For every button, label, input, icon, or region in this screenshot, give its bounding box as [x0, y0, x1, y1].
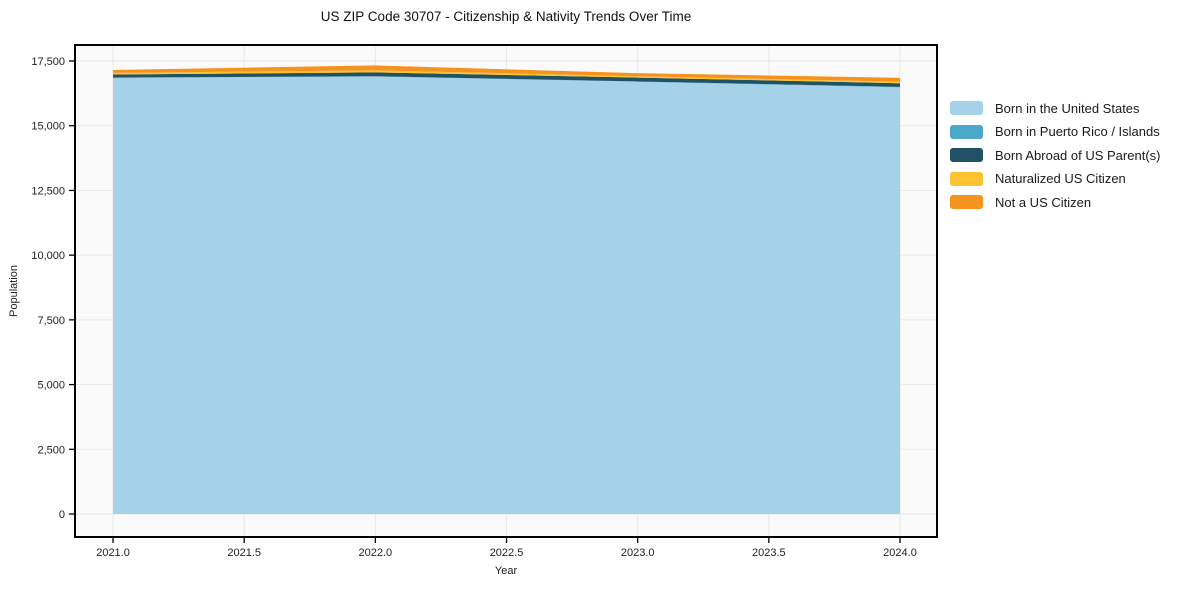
area-series	[113, 72, 901, 87]
y-tick-label: 17,500	[31, 56, 65, 68]
x-tick-label: 2024.0	[883, 547, 917, 559]
chart-legend: Born in the United States Born in Puerto …	[950, 101, 1161, 210]
legend-label: Born Abroad of US Parent(s)	[995, 147, 1161, 163]
legend-item: Not a US Citizen	[950, 195, 1160, 210]
legend-label: Not a US Citizen	[995, 194, 1092, 210]
x-tick-label: 2021.5	[227, 547, 261, 559]
y-tick-label: 12,500	[31, 185, 65, 197]
legend-item: Born in the United States	[950, 101, 1160, 116]
legend-swatch-icon	[950, 101, 983, 116]
x-tick-label: 2022.0	[359, 547, 393, 559]
y-tick-label: 7,500	[37, 315, 65, 327]
y-tick-label: 0	[59, 509, 65, 521]
area-series	[113, 76, 901, 515]
legend-swatch-icon	[950, 195, 983, 210]
area-series	[113, 76, 901, 88]
area-series	[113, 65, 901, 82]
y-tick-label: 5,000	[37, 380, 65, 392]
chart-title: US ZIP Code 30707 - Citizenship & Nativi…	[320, 9, 692, 24]
legend-label: Born in Puerto Rico / Islands	[995, 124, 1160, 140]
x-tick-label: 2023.5	[752, 547, 786, 559]
y-tick-label: 2,500	[37, 444, 65, 456]
legend-label: Naturalized US Citizen	[995, 171, 1126, 187]
y-tick-label: 15,000	[31, 121, 65, 133]
legend-swatch-icon	[950, 148, 983, 163]
legend-item: Born Abroad of US Parent(s)	[950, 148, 1160, 163]
x-tick-label: 2022.5	[490, 547, 524, 559]
legend-item: Naturalized US Citizen	[950, 171, 1160, 187]
x-axis-title: Year	[494, 565, 518, 577]
x-tick-label: 2023.0	[621, 547, 655, 559]
legend-swatch-icon	[950, 124, 983, 139]
legend-item: Born in Puerto Rico / Islands	[950, 124, 1160, 140]
x-tick-label: 2021.0	[96, 547, 130, 559]
y-axis-title: Population	[8, 265, 20, 317]
y-tick-label: 10,000	[31, 250, 65, 262]
legend-label: Born in the United States	[995, 100, 1140, 116]
legend-swatch-icon	[950, 171, 983, 186]
